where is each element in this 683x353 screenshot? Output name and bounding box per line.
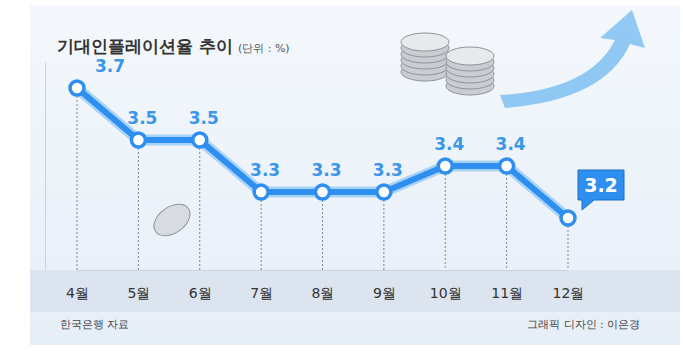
data-labels: 3.7 3.5 3.5 3.3 3.3 3.3 3.4 3.4 3.2 [95,56,624,210]
coin-top [401,33,449,51]
title: 기대인플레이션율 추이 (단위 : %) [57,36,290,56]
y-axis-line [45,63,46,271]
data-label: 3.5 [189,108,219,128]
data-label: 3.4 [434,134,464,154]
x-tick-label: 12월 [553,285,585,301]
drop-line [322,192,323,270]
highlight-box [578,170,624,210]
x-tick-label: 7월 [250,285,273,301]
x-tick: 8월 [312,270,335,301]
drop-line [445,166,446,270]
subtitle: (단위 : %) [238,42,290,55]
point [561,211,575,225]
coin [148,198,196,242]
x-tick-label: 8월 [312,285,335,301]
x-axis: 4월 5월 6월 7월 8월 9월 10월 11월 12월 [66,270,584,301]
arrow [500,10,645,108]
drop-line [261,192,262,270]
point [254,185,268,199]
drop-line [199,140,200,270]
data-label: 3.2 [584,174,618,196]
drop-line [383,192,384,270]
coin-top [446,47,494,65]
annotation: 그래픽 디자인 : 이은경 [527,318,640,330]
point [438,159,452,173]
data-label: 3.3 [250,160,280,180]
x-tick-label: 11월 [491,285,523,301]
x-tick: 4월 [66,270,89,301]
line-glow [77,88,568,218]
chart: 기대인플레이션율 추이 (단위 : %) 4월 5월 6월 7월 8월 9월 10월 11월 12월… [0,0,683,353]
x-tick-label: 5월 [127,285,150,301]
x-tick-label: 6월 [189,285,212,301]
x-tick: 9월 [373,270,396,301]
data-label: 3.4 [496,134,526,154]
point [377,185,391,199]
point [70,81,84,95]
axis-band [30,270,680,312]
background [30,5,680,345]
y-axis [45,63,46,271]
drop-line [138,140,139,270]
x-tick: 12월 [553,270,585,301]
x-tick: 11월 [491,270,523,301]
point [316,185,330,199]
x-tick: 10월 [430,270,462,301]
drop-line [77,88,78,270]
data-label: 3.7 [95,56,125,76]
plot-area [70,81,575,270]
point [500,159,514,173]
x-tick: 6월 [189,270,212,301]
x-tick: 5월 [127,270,150,301]
x-tick: 7월 [250,270,273,301]
data-label: 3.3 [373,160,403,180]
point [131,133,145,147]
line [77,88,568,218]
title-text: 기대인플레이션율 추이 [57,36,233,56]
drop-line [506,166,507,270]
x-tick-label: 4월 [66,285,89,301]
annotation: 한국은행 자료 [60,318,129,330]
x-axis-line [78,270,569,271]
point [193,133,207,147]
data-label: 3.5 [127,108,157,128]
x-tick-label: 9월 [373,285,396,301]
x-tick-label: 10월 [430,285,462,301]
data-label: 3.3 [311,160,341,180]
